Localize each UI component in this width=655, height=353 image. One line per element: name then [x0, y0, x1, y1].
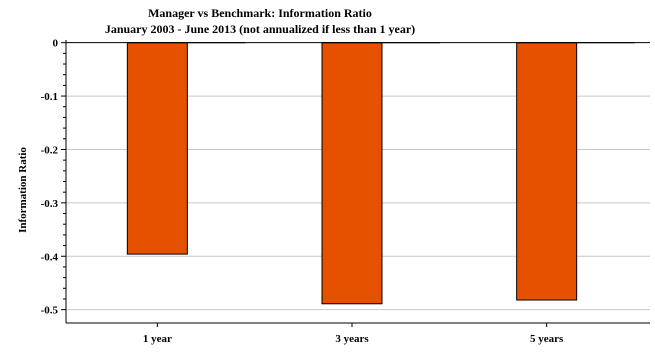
y-tick-label: -0.3 — [41, 198, 59, 210]
x-tick-label: 3 years — [335, 333, 369, 345]
y-tick-label: -0.2 — [41, 144, 59, 156]
y-tick-label: -0.5 — [41, 305, 59, 317]
y-tick-label: 0 — [53, 38, 59, 50]
bar — [517, 43, 577, 300]
y-axis-label: Information Ratio — [17, 147, 29, 233]
y-tick-label: -0.4 — [41, 251, 59, 263]
x-tick-label: 1 year — [143, 333, 172, 345]
bar — [127, 43, 187, 254]
bars — [127, 43, 634, 304]
y-tick-label: -0.1 — [41, 91, 58, 103]
x-tick-label: 5 years — [530, 333, 564, 345]
bar — [322, 43, 382, 304]
